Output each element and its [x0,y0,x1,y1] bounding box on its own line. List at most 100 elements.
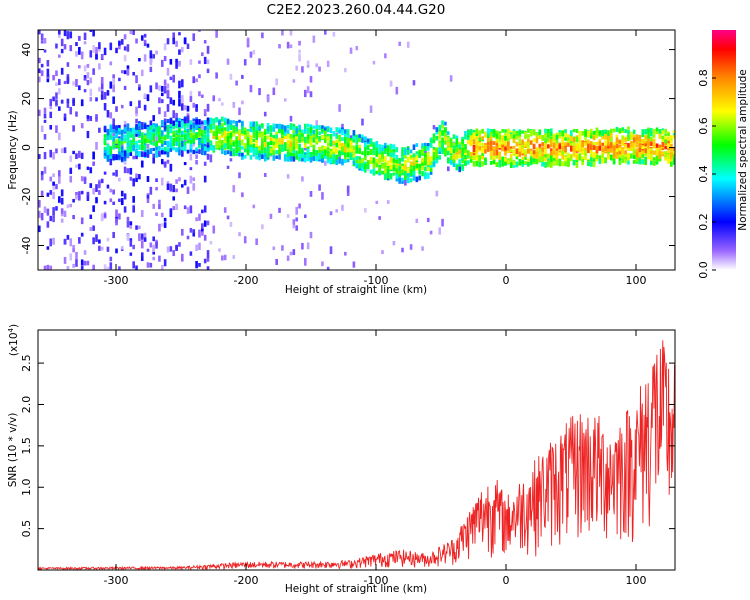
spectrogram-cell [235,140,238,144]
spectrogram-cell [541,134,544,141]
spectrogram-cell [672,161,675,165]
spectrogram-cell [289,134,293,139]
spectrogram-cell [92,205,95,212]
spectrogram-cell [152,244,155,252]
spectrogram-cell [203,129,207,135]
spectrogram-cell [498,154,502,158]
spectrogram-cell [384,162,387,168]
spectrogram-cell [504,129,507,133]
spectrogram-cell [80,259,84,266]
spectrogram-cell [243,128,247,135]
spectrogram-frame [37,29,676,271]
spectrogram-cell [621,152,625,157]
spectrogram-cell [89,227,93,232]
spectrogram-cell [627,160,630,165]
spectrogram-cell [504,158,507,164]
spectrogram-cell [501,147,504,152]
spectrogram-cell [650,130,653,137]
spectrogram-cell [198,123,201,127]
spectrogram-cell [103,137,107,144]
spectrogram-cell [169,97,173,105]
spectrogram-cell [458,149,462,155]
spectrogram-cell [335,159,339,166]
spectrogram-cell [584,137,587,143]
spectrogram-cell [106,266,110,270]
spectrogram-cell [272,135,276,139]
spectrogram-cell [326,266,330,270]
spectrogram-cell [549,162,553,168]
spectrogram-cell [667,136,670,141]
spectrogram-cell [472,139,476,145]
spectrogram-cell [467,150,470,156]
spectrogram-cell [206,250,210,258]
spectrogram-cell [112,78,115,84]
spectrogram-cell [478,146,482,151]
spectrogram-cell [309,135,313,142]
spectrogram-cell [424,166,427,172]
spectrogram-cell [232,141,236,147]
spectrogram-cell [375,140,379,145]
spectrogram-cell [641,138,645,144]
spectrogram-cell [241,130,244,134]
spectrogram-cell [610,142,613,149]
spectrogram-cell [409,244,413,250]
spectrogram-cell [627,126,630,130]
spectrogram-cell [306,123,310,128]
spectrogram-cell [58,30,61,35]
spectrogram-cell [412,165,416,171]
spectrogram-cell [401,150,404,156]
spectrogram-cell [492,159,496,165]
spectrogram-cell [112,74,115,79]
spectrogram-cell [258,133,261,138]
spectrogram-cell [384,148,387,153]
spectrogram-cell [55,70,58,77]
spectrogram-cell [312,137,316,143]
spectrogram-cell [243,59,247,66]
spectrogram-cell [292,249,296,256]
spectrogram-cell [152,115,155,122]
spectrogram-cell [186,235,190,240]
spectrogram-cell [232,133,236,137]
spectrogram-cell [258,88,261,96]
spectrogram-cell [318,153,321,157]
spectrogram-cell [89,97,93,102]
spectrogram-cell [295,150,298,157]
spectrogram-cell [55,184,58,190]
spectrogram-cell [80,51,84,60]
spectrogram-cell [60,218,64,223]
spectrogram-cell [549,129,553,134]
spectrogram-cell [495,152,499,159]
spectrogram-cell [181,79,184,88]
spectrogram-cell [149,126,153,130]
spectrogram-cell [163,149,167,155]
spectrogram-cell [115,126,118,131]
spectrogram-cell [120,141,124,150]
spectrogram-cell [303,89,307,98]
spectrogram-cell [341,151,344,155]
spectrogram-cell [289,141,293,148]
spectrogram-cell [512,162,516,168]
spectrogram-cell [132,205,135,213]
spectrogram-cell [186,186,190,194]
spectrogram-cell [621,158,625,163]
spectrogram-cell [672,130,675,134]
spectrogram-cell [212,131,216,137]
spectrogram-cell [49,176,53,182]
spectrogram-cell [98,239,101,244]
spectrogram-cell [106,144,110,150]
spectrogram-cell [169,147,173,152]
spectrogram-cell [163,43,167,51]
spectrogram-cell [581,150,584,156]
spectrogram-cell [318,66,321,72]
spectrogram-cell [235,122,238,127]
spectrogram-cell [398,162,401,167]
spectrogram-cell [289,30,293,36]
spectrogram-cell [261,148,264,154]
spectrogram-cell [275,123,278,129]
spectrogram-cell [109,131,113,138]
spectrogram-cell [103,134,107,138]
spectrogram-cell [203,205,207,213]
spectrogram-cell [303,136,307,143]
spectrogram-cell [632,142,636,149]
spectrogram-cell [672,135,675,139]
